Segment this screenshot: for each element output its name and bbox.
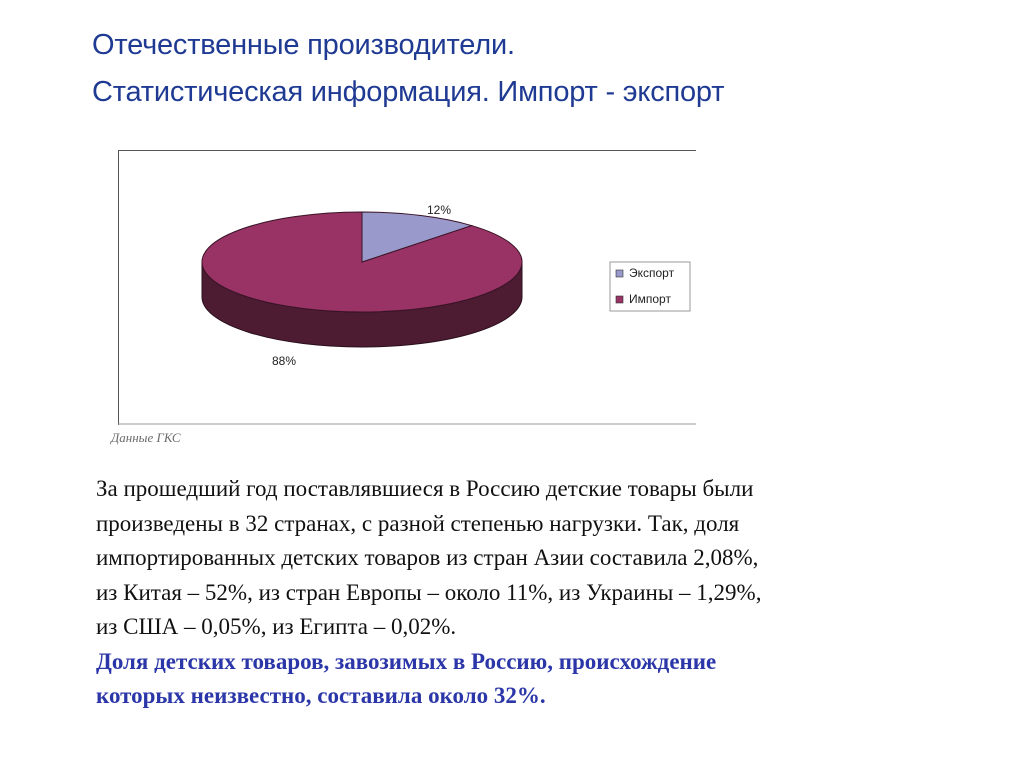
data-label-import: 88%: [272, 354, 296, 368]
chart-source-note: Данные ГКС: [111, 430, 181, 445]
legend-swatch-export: [615, 269, 624, 278]
data-label-export: 12%: [427, 203, 451, 217]
paragraph-line-3: импортированных детских товаров из стран…: [96, 545, 759, 570]
paragraph-line-4: из Китая – 52%, из стран Европы – около …: [96, 579, 762, 605]
paragraph-line-5: из США – 0,05%, из Египта – 0,02%.: [96, 614, 457, 639]
title-line-2: Статистическая информация. Импорт - эксп…: [92, 76, 725, 108]
paragraph-line-2: произведены в 32 странах, с разной степе…: [96, 510, 740, 536]
chart-legend: Экспорт Импорт: [609, 261, 691, 312]
body-paragraph: За прошедший год поставлявшиеся в Россию…: [96, 472, 946, 714]
legend-label-import: Импорт: [629, 292, 671, 306]
legend-label-export: Экспорт: [629, 266, 675, 280]
highlight-line-1: Доля детских товаров, завозимых в Россию…: [96, 648, 717, 674]
slide-title: Отечественные производители. Статистичес…: [92, 22, 992, 116]
paragraph-line-1: За прошедший год поставлявшиеся в Россию…: [96, 476, 754, 501]
pie-slice-export: [361, 211, 474, 263]
highlight-line-2: которых неизвестно, составила около 32%.: [96, 683, 546, 708]
legend-swatch-import: [615, 295, 624, 304]
legend-box: [609, 261, 691, 312]
pie-chart: 12% 88% Экспорт Импорт: [118, 150, 696, 425]
title-line-1: Отечественные производители.: [92, 29, 515, 61]
